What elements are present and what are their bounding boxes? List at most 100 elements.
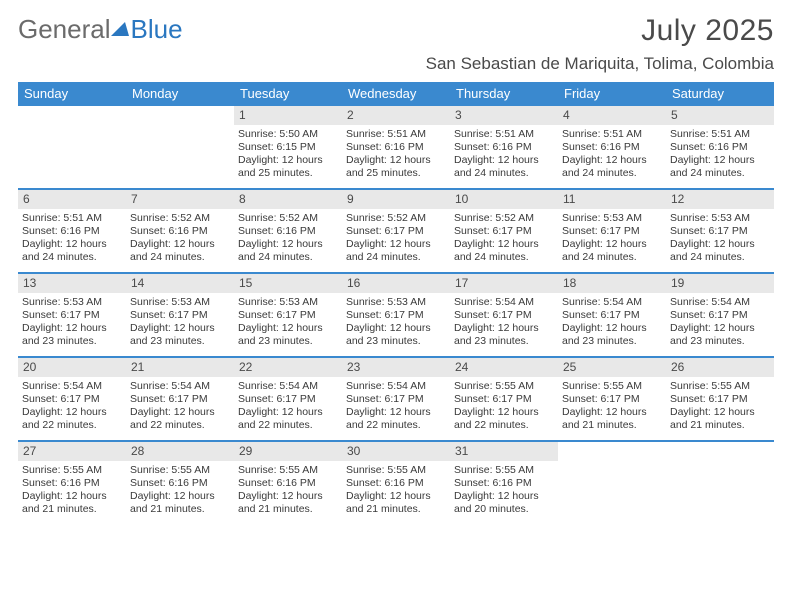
daylight-line: Daylight: 12 hours and 24 minutes. — [670, 238, 770, 264]
sunrise-line: Sunrise: 5:55 AM — [670, 380, 770, 393]
daylight-line: Daylight: 12 hours and 21 minutes. — [22, 490, 122, 516]
dow-friday: Friday — [558, 82, 666, 106]
sunrise-line: Sunrise: 5:51 AM — [670, 128, 770, 141]
daylight-line: Daylight: 12 hours and 24 minutes. — [562, 154, 662, 180]
sunrise-line: Sunrise: 5:54 AM — [130, 380, 230, 393]
day-number: 9 — [342, 190, 450, 209]
daylight-line: Daylight: 12 hours and 25 minutes. — [238, 154, 338, 180]
sunrise-line: Sunrise: 5:51 AM — [22, 212, 122, 225]
calendar-day-cell: 18Sunrise: 5:54 AMSunset: 6:17 PMDayligh… — [558, 274, 666, 356]
day-of-week-header: Sunday Monday Tuesday Wednesday Thursday… — [18, 82, 774, 106]
sunset-line: Sunset: 6:16 PM — [238, 225, 338, 238]
calendar-day-cell: 14Sunrise: 5:53 AMSunset: 6:17 PMDayligh… — [126, 274, 234, 356]
sunrise-line: Sunrise: 5:55 AM — [454, 464, 554, 477]
sunset-line: Sunset: 6:16 PM — [670, 141, 770, 154]
day-number: 19 — [666, 274, 774, 293]
sunrise-line: Sunrise: 5:51 AM — [346, 128, 446, 141]
calendar-day-cell: 9 Sunrise: 5:52 AMSunset: 6:17 PMDaylight… — [342, 190, 450, 272]
sunrise-line: Sunrise: 5:55 AM — [346, 464, 446, 477]
sunset-line: Sunset: 6:17 PM — [346, 225, 446, 238]
logo: General Blue — [18, 14, 183, 45]
sunset-line: Sunset: 6:17 PM — [562, 225, 662, 238]
day-number: 31 — [450, 442, 558, 461]
sunrise-line: Sunrise: 5:53 AM — [562, 212, 662, 225]
daylight-line: Daylight: 12 hours and 22 minutes. — [454, 406, 554, 432]
day-number: 4 — [558, 106, 666, 125]
calendar-day-cell: 7Sunrise: 5:52 AMSunset: 6:16 PMDaylight… — [126, 190, 234, 272]
sunrise-line: Sunrise: 5:50 AM — [238, 128, 338, 141]
sunset-line: Sunset: 6:17 PM — [22, 393, 122, 406]
sunrise-line: Sunrise: 5:53 AM — [22, 296, 122, 309]
day-number: 27 — [18, 442, 126, 461]
calendar-day-cell: 17Sunrise: 5:54 AMSunset: 6:17 PMDayligh… — [450, 274, 558, 356]
sunset-line: Sunset: 6:17 PM — [130, 309, 230, 322]
logo-word-general: General — [18, 14, 111, 45]
daylight-line: Daylight: 12 hours and 23 minutes. — [454, 322, 554, 348]
calendar-day-cell: 15 Sunrise: 5:53 AMSunset: 6:17 PMDayligh… — [234, 274, 342, 356]
sunrise-line: Sunrise: 5:51 AM — [454, 128, 554, 141]
dow-thursday: Thursday — [450, 82, 558, 106]
calendar-day-cell: 16Sunrise: 5:53 AMSunset: 6:17 PMDayligh… — [342, 274, 450, 356]
sunset-line: Sunset: 6:16 PM — [22, 225, 122, 238]
calendar-day-cell — [126, 106, 234, 188]
sunrise-line: Sunrise: 5:53 AM — [346, 296, 446, 309]
calendar-week: 1Sunrise: 5:50 AMSunset: 6:15 PMDaylight… — [18, 106, 774, 188]
sunrise-line: Sunrise: 5:52 AM — [346, 212, 446, 225]
day-number: 17 — [450, 274, 558, 293]
calendar-week: 13Sunrise: 5:53 AMSunset: 6:17 PMDayligh… — [18, 272, 774, 356]
daylight-line: Daylight: 12 hours and 22 minutes. — [22, 406, 122, 432]
sunset-line: Sunset: 6:17 PM — [238, 309, 338, 322]
calendar-week: 6Sunrise: 5:51 AMSunset: 6:16 PMDaylight… — [18, 188, 774, 272]
calendar-day-cell: 4Sunrise: 5:51 AMSunset: 6:16 PMDaylight… — [558, 106, 666, 188]
calendar-day-cell — [558, 442, 666, 524]
day-number: 23 — [342, 358, 450, 377]
calendar-day-cell: 26Sunrise: 5:55 AMSunset: 6:17 PMDayligh… — [666, 358, 774, 440]
daylight-line: Daylight: 12 hours and 23 minutes. — [238, 322, 338, 348]
calendar-day-cell: 10Sunrise: 5:52 AMSunset: 6:17 PMDayligh… — [450, 190, 558, 272]
sunset-line: Sunset: 6:17 PM — [130, 393, 230, 406]
calendar-day-cell: 6Sunrise: 5:51 AMSunset: 6:16 PMDaylight… — [18, 190, 126, 272]
sunset-line: Sunset: 6:17 PM — [454, 393, 554, 406]
dow-sunday: Sunday — [18, 82, 126, 106]
calendar-day-cell: 27Sunrise: 5:55 AMSunset: 6:16 PMDayligh… — [18, 442, 126, 524]
sunrise-line: Sunrise: 5:53 AM — [670, 212, 770, 225]
sunset-line: Sunset: 6:15 PM — [238, 141, 338, 154]
day-number: 14 — [126, 274, 234, 293]
sunset-line: Sunset: 6:16 PM — [346, 477, 446, 490]
calendar-day-cell — [666, 442, 774, 524]
sunrise-line: Sunrise: 5:52 AM — [130, 212, 230, 225]
calendar-day-cell: 5Sunrise: 5:51 AMSunset: 6:16 PMDaylight… — [666, 106, 774, 188]
daylight-line: Daylight: 12 hours and 24 minutes. — [238, 238, 338, 264]
day-number: 13 — [18, 274, 126, 293]
daylight-line: Daylight: 12 hours and 24 minutes. — [22, 238, 122, 264]
day-number: 15 — [234, 274, 342, 293]
day-number: 3 — [450, 106, 558, 125]
day-number: 2 — [342, 106, 450, 125]
sunset-line: Sunset: 6:17 PM — [670, 225, 770, 238]
dow-monday: Monday — [126, 82, 234, 106]
sunrise-line: Sunrise: 5:53 AM — [130, 296, 230, 309]
calendar-week: 27Sunrise: 5:55 AMSunset: 6:16 PMDayligh… — [18, 440, 774, 524]
sunrise-line: Sunrise: 5:55 AM — [238, 464, 338, 477]
sunrise-line: Sunrise: 5:53 AM — [238, 296, 338, 309]
daylight-line: Daylight: 12 hours and 20 minutes. — [454, 490, 554, 516]
day-number: 25 — [558, 358, 666, 377]
sunset-line: Sunset: 6:17 PM — [670, 393, 770, 406]
location-subtitle: San Sebastian de Mariquita, Tolima, Colo… — [426, 54, 774, 74]
day-number: 22 — [234, 358, 342, 377]
logo-word-blue: Blue — [131, 14, 183, 45]
daylight-line: Daylight: 12 hours and 21 minutes. — [238, 490, 338, 516]
daylight-line: Daylight: 12 hours and 23 minutes. — [346, 322, 446, 348]
sunrise-line: Sunrise: 5:54 AM — [238, 380, 338, 393]
daylight-line: Daylight: 12 hours and 21 minutes. — [130, 490, 230, 516]
day-number: 8 — [234, 190, 342, 209]
daylight-line: Daylight: 12 hours and 24 minutes. — [346, 238, 446, 264]
sunrise-line: Sunrise: 5:52 AM — [238, 212, 338, 225]
calendar-day-cell: 8 Sunrise: 5:52 AMSunset: 6:16 PMDaylight… — [234, 190, 342, 272]
calendar-day-cell: 19Sunrise: 5:54 AMSunset: 6:17 PMDayligh… — [666, 274, 774, 356]
day-number: 7 — [126, 190, 234, 209]
dow-tuesday: Tuesday — [234, 82, 342, 106]
sunrise-line: Sunrise: 5:52 AM — [454, 212, 554, 225]
day-number: 1 — [234, 106, 342, 125]
calendar: Sunday Monday Tuesday Wednesday Thursday… — [18, 82, 774, 524]
